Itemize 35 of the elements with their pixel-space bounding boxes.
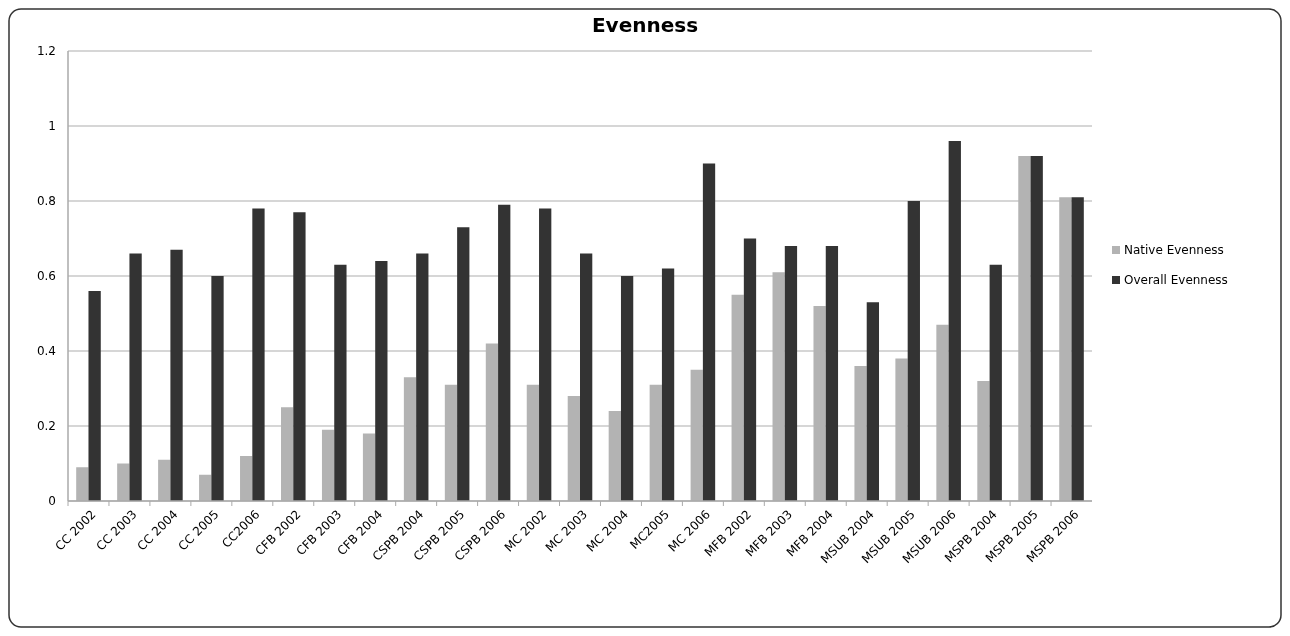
bar (539, 208, 552, 501)
bar (661, 268, 675, 501)
bar (375, 261, 388, 501)
bar (293, 212, 306, 501)
bar (211, 276, 224, 501)
bar (416, 253, 429, 501)
y-tick-label: 0.4 (36, 344, 56, 359)
y-tick-label: 0.8 (36, 194, 56, 209)
bar (129, 253, 142, 501)
chart-title: Evenness (591, 13, 699, 37)
bar (825, 246, 839, 501)
bar (907, 201, 920, 501)
y-tick-label: 0 (48, 494, 56, 509)
bar (620, 276, 634, 501)
bar (252, 208, 265, 501)
bar (866, 302, 880, 501)
y-tick-label: 1.2 (36, 44, 56, 59)
y-tick-label: 1 (48, 119, 56, 134)
bar (457, 227, 470, 501)
bar (702, 163, 716, 501)
y-tick-label: 0.2 (36, 419, 56, 434)
bar (1030, 156, 1043, 501)
y-tick-label: 0.6 (36, 269, 56, 284)
bar (948, 141, 961, 501)
bar (989, 264, 1002, 501)
bar (580, 253, 593, 501)
bar (1071, 197, 1084, 501)
legend-label: Native Evenness (1124, 243, 1224, 257)
legend-label: Overall Evenness (1124, 273, 1228, 287)
bar (784, 246, 798, 501)
bar (498, 204, 511, 501)
bar (88, 291, 101, 501)
bar (334, 264, 347, 501)
bar (170, 249, 183, 501)
bar (743, 238, 757, 501)
